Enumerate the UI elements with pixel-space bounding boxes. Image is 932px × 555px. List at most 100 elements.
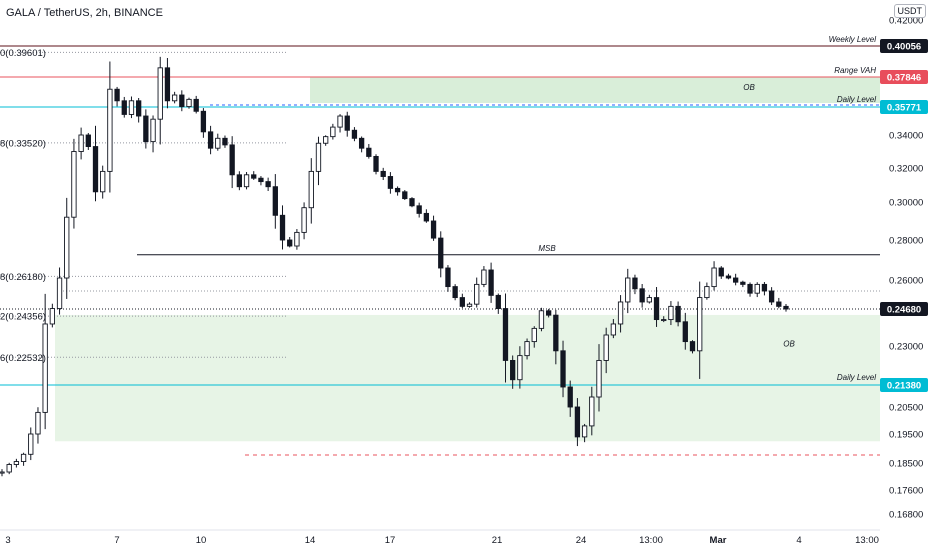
candle	[171, 91, 178, 104]
candle-body	[495, 294, 501, 310]
x-tick-label: 24	[576, 535, 587, 546]
candle	[459, 293, 465, 309]
price-badge	[880, 378, 928, 392]
candle	[71, 138, 77, 229]
x-tick-label: 4	[796, 535, 801, 546]
candle-body	[272, 186, 278, 216]
demand-zone	[55, 314, 880, 442]
candle-body	[581, 425, 588, 438]
candle	[740, 280, 746, 288]
candle-body	[78, 134, 84, 152]
candle-body	[754, 283, 760, 294]
candle-body	[545, 310, 552, 316]
x-tick-label: 13:00	[639, 535, 663, 546]
candle	[438, 231, 444, 278]
fib-level-label: 8(0.26180)	[0, 272, 46, 283]
candle	[143, 109, 149, 149]
candle-body	[265, 181, 271, 188]
candle-body	[639, 288, 645, 303]
candle-body	[438, 237, 444, 269]
candle	[265, 177, 271, 192]
candle-body	[243, 174, 250, 188]
price-badge-label: 0.21380	[887, 381, 921, 392]
candle-body	[768, 290, 775, 303]
fib-level-label: 8(0.33520)	[0, 138, 46, 149]
candle-body	[675, 305, 681, 323]
candle	[150, 115, 156, 153]
candle-body	[567, 386, 573, 408]
candle	[603, 327, 609, 374]
candle	[560, 340, 566, 398]
candle	[545, 308, 552, 318]
candle-body	[35, 411, 41, 435]
candle	[114, 86, 120, 107]
candle-body	[6, 464, 12, 473]
candle	[689, 340, 696, 354]
candle	[697, 281, 703, 379]
ob-lower-label: OB	[783, 339, 795, 348]
candle-body	[301, 207, 307, 233]
candle	[430, 215, 437, 241]
candle	[373, 154, 379, 175]
price-badge	[880, 100, 928, 114]
candle	[100, 165, 106, 199]
candle	[510, 355, 516, 389]
candle	[754, 282, 760, 298]
candle	[200, 108, 207, 138]
price-badge-label: 0.37846	[887, 73, 921, 84]
candle	[236, 171, 243, 191]
candle-body	[222, 137, 228, 146]
candle	[337, 114, 343, 133]
y-tick-label: 0.34000	[889, 131, 923, 142]
price-badge-label: 0.40056	[887, 42, 921, 53]
candle-body	[279, 214, 286, 241]
candle	[42, 293, 48, 430]
candle	[768, 287, 775, 306]
candle-body	[308, 170, 314, 209]
candle	[718, 266, 724, 279]
candle	[222, 135, 228, 148]
candle-body	[330, 126, 336, 138]
candle	[488, 262, 494, 303]
candle-body	[625, 277, 631, 303]
candle-body	[394, 187, 401, 193]
candle-body	[517, 355, 523, 381]
candle	[502, 293, 509, 383]
candle	[639, 284, 645, 308]
candle-body	[524, 341, 530, 357]
candle-body	[49, 308, 55, 325]
candle-body	[538, 310, 545, 329]
price-badge	[880, 39, 928, 53]
candle	[294, 229, 300, 250]
candle	[272, 174, 278, 229]
candle-body	[164, 67, 171, 102]
candle	[761, 282, 768, 296]
axis-unit-label[interactable]: USDT	[893, 4, 926, 18]
price-axis[interactable]	[884, 0, 932, 550]
x-tick-label: 17	[385, 535, 396, 546]
candle-body	[287, 239, 293, 247]
candle	[136, 97, 142, 123]
y-tick-label: 0.32000	[889, 164, 923, 175]
fib-level-label: 0(0.39601)	[0, 48, 46, 59]
candle	[107, 61, 113, 193]
candle	[157, 56, 163, 145]
candle-body	[358, 137, 365, 149]
candle	[495, 293, 501, 314]
candle-body	[380, 170, 386, 177]
x-tick-label: 7	[114, 535, 119, 546]
candle-body	[409, 198, 415, 207]
msb-label: MSB	[538, 244, 556, 253]
candle	[653, 287, 660, 327]
candle	[596, 344, 602, 412]
candle-body	[589, 396, 595, 427]
candle	[675, 301, 681, 327]
candle-body	[574, 406, 581, 438]
candle-body	[200, 110, 207, 133]
candle-body	[136, 100, 142, 117]
candle-body	[689, 341, 696, 352]
candle-body	[481, 269, 487, 285]
candle-body	[107, 88, 113, 172]
weekly-label: Weekly Level	[829, 35, 877, 44]
candle	[380, 167, 386, 181]
